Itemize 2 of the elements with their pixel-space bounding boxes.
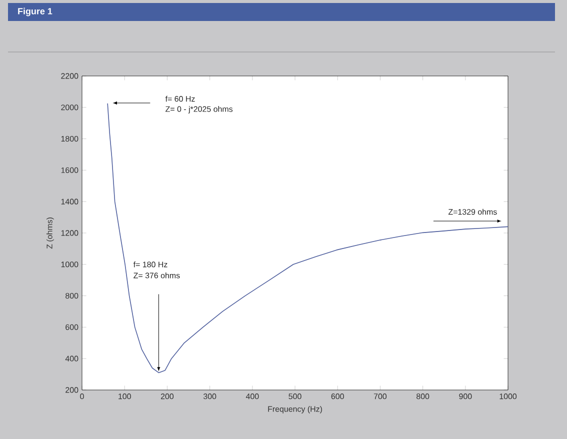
chart-title: Figure 1	[18, 8, 52, 16]
line-series	[107, 103, 508, 374]
